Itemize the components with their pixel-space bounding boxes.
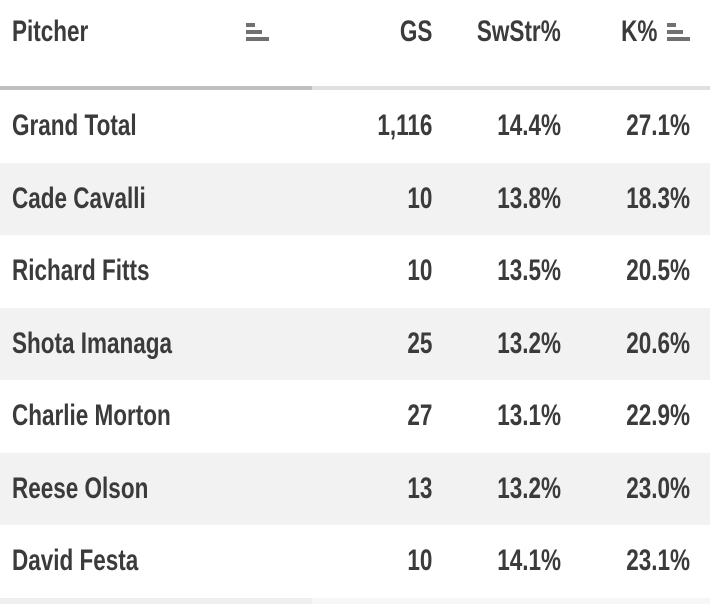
k-value: 20.6% [626,326,690,360]
swstr-value: 13.2% [497,471,561,505]
frozen-column-shade [0,597,312,604]
table-body: Grand Total 1,116 14.4% 27.1% Cade Caval… [0,90,710,598]
gs-cell: 10 [310,544,432,578]
k-cell: 18.3% [561,182,690,216]
pitcher-name: Richard Fitts [12,254,150,288]
gs-cell: 10 [310,254,432,288]
k-cell: 23.0% [561,472,690,506]
pitcher-name: Cade Cavalli [12,181,146,215]
table-row: Shota Imanaga 25 13.2% 20.6% [0,307,710,380]
pitcher-name: David Festa [12,544,139,578]
gs-cell: 13 [310,472,432,506]
swstr-cell: 13.5% [432,254,561,288]
pitcher-cell: David Festa [0,544,310,578]
swstr-value: 13.1% [497,399,561,433]
gs-cell: 1,116 [310,109,432,143]
pitcher-name: Charlie Morton [12,399,171,433]
gs-value: 10 [406,254,432,288]
sort-bars-icon[interactable] [667,23,690,41]
k-value: 20.5% [626,254,690,288]
gs-value: 10 [406,181,432,215]
k-cell: 27.1% [561,109,690,143]
table-row: Grand Total 1,116 14.4% 27.1% [0,90,710,163]
swstr-cell: 14.1% [432,544,561,578]
pitcher-name: Reese Olson [12,471,149,505]
pitcher-cell: Cade Cavalli [0,182,310,216]
gs-cell: 27 [310,399,432,433]
swstr-value: 13.8% [497,181,561,215]
pitcher-cell: Reese Olson [0,472,310,506]
table-row: Charlie Morton 27 13.1% 22.9% [0,380,710,453]
k-value: 18.3% [626,181,690,215]
gs-cell: 25 [310,327,432,361]
gs-cell: 10 [310,182,432,216]
column-header-gs-label: GS [399,15,432,48]
table-row: David Festa 10 14.1% 23.1% [0,525,710,598]
swstr-cell: 13.2% [432,472,561,506]
pitcher-cell: Shota Imanaga [0,327,310,361]
column-header-k-label: K% [620,15,657,48]
swstr-value: 14.1% [497,544,561,578]
column-header-pitcher-label: Pitcher [12,15,89,48]
gs-value: 1,116 [376,109,432,143]
pitcher-name: Grand Total [12,109,137,143]
swstr-cell: 13.1% [432,399,561,433]
column-header-swstr[interactable]: SwStr% [432,0,561,50]
header-spacer [0,50,710,86]
k-value: 23.0% [626,471,690,505]
swstr-value: 13.2% [497,326,561,360]
pitcher-cell: Grand Total [0,109,310,143]
column-header-pitcher[interactable]: Pitcher [0,0,310,50]
table-row: Reese Olson 13 13.2% 23.0% [0,452,710,525]
swstr-value: 13.5% [497,254,561,288]
pitcher-name: Shota Imanaga [12,326,173,360]
gs-value: 13 [406,471,432,505]
gs-value: 10 [406,544,432,578]
k-value: 23.1% [626,544,690,578]
k-value: 27.1% [626,109,690,143]
k-value: 22.9% [626,399,690,433]
swstr-value: 14.4% [497,109,561,143]
k-cell: 20.5% [561,254,690,288]
scrollbar-thumb[interactable] [0,86,312,90]
pitcher-cell: Charlie Morton [0,399,310,433]
gs-value: 25 [406,326,432,360]
k-cell: 20.6% [561,327,690,361]
column-header-k[interactable]: K% [561,0,690,50]
horizontal-scrollbar[interactable] [0,86,710,90]
table-header: Pitcher GS SwStr% K% [0,0,710,50]
k-cell: 22.9% [561,399,690,433]
column-header-swstr-label: SwStr% [477,15,561,48]
sort-bars-icon[interactable] [246,23,269,41]
next-row-partial [0,597,710,604]
table-row: Richard Fitts 10 13.5% 20.5% [0,235,710,308]
swstr-cell: 14.4% [432,109,561,143]
column-header-gs[interactable]: GS [310,0,432,50]
swstr-cell: 13.2% [432,327,561,361]
k-cell: 23.1% [561,544,690,578]
gs-value: 27 [406,399,432,433]
table-row: Cade Cavalli 10 13.8% 18.3% [0,162,710,235]
pitcher-cell: Richard Fitts [0,254,310,288]
swstr-cell: 13.8% [432,182,561,216]
